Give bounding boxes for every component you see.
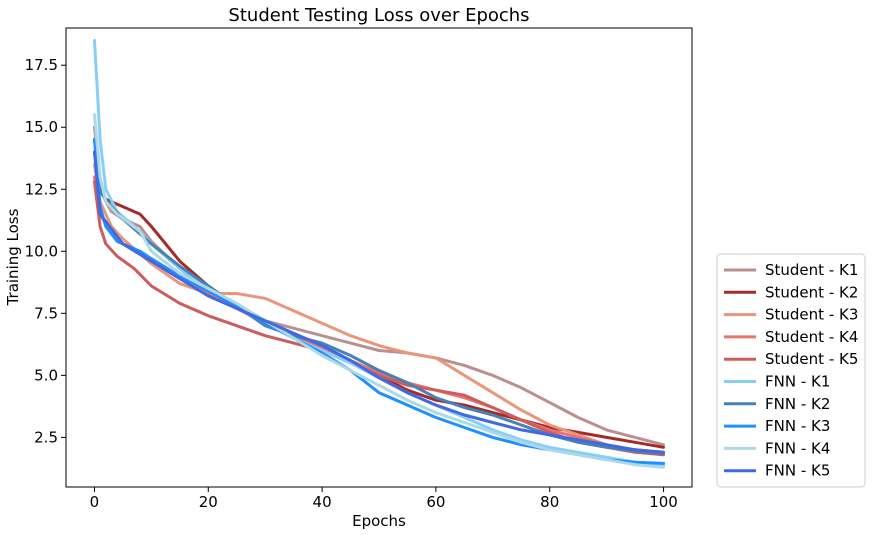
x-tick-label: 80 [540, 493, 559, 511]
series-line-fnn-k5 [93, 150, 665, 454]
series-line-fnn-k3 [93, 138, 665, 465]
y-tick-label: 7.5 [34, 304, 58, 322]
y-tick-label: 12.5 [25, 180, 58, 198]
y-axis: 2.5 5.0 7.5 10.0 12.5 15.0 17.5 [25, 56, 66, 446]
series-line-student-k5 [93, 180, 665, 457]
legend: Student - K1 Student - K2 Student - K3 Stud… [716, 253, 866, 488]
legend-label: Student - K3 [765, 306, 858, 324]
y-tick-label: 15.0 [25, 118, 58, 136]
y-tick-label: 5.0 [34, 366, 58, 384]
x-tick-label: 20 [199, 493, 218, 511]
series-line-fnn-k1 [93, 38, 665, 467]
chart-title: Student Testing Loss over Epochs [228, 5, 529, 26]
series-lines [93, 38, 665, 469]
legend-label: Student - K4 [765, 328, 858, 346]
series-line-student-k4 [93, 175, 665, 454]
series-line-student-k2 [93, 138, 665, 449]
legend-label: FNN - K1 [765, 373, 830, 391]
legend-label: Student - K1 [765, 261, 858, 279]
x-tick-label: 0 [90, 493, 100, 511]
legend-label: FNN - K5 [765, 462, 830, 480]
series-line-fnn-k4 [93, 113, 665, 469]
plot-area-frame [65, 27, 693, 488]
legend-label: FNN - K3 [765, 417, 830, 435]
legend-label: FNN - K4 [765, 439, 830, 457]
y-tick-label: 17.5 [25, 56, 58, 74]
legend-label: Student - K5 [765, 350, 858, 368]
series-line-student-k1 [93, 125, 665, 447]
x-tick-label: 100 [649, 493, 678, 511]
x-tick-label: 60 [426, 493, 445, 511]
x-axis-title: Epochs [352, 512, 406, 530]
y-tick-label: 2.5 [34, 428, 58, 446]
y-tick-label: 10.0 [25, 242, 58, 260]
legend-label: Student - K2 [765, 283, 858, 301]
legend-box [716, 253, 866, 488]
y-axis-title: Training Loss [4, 208, 22, 306]
x-tick-label: 40 [313, 493, 332, 511]
legend-label: FNN - K2 [765, 395, 830, 413]
series-line-student-k3 [93, 163, 665, 457]
x-axis: 0 20 40 60 80 100 [90, 487, 678, 511]
